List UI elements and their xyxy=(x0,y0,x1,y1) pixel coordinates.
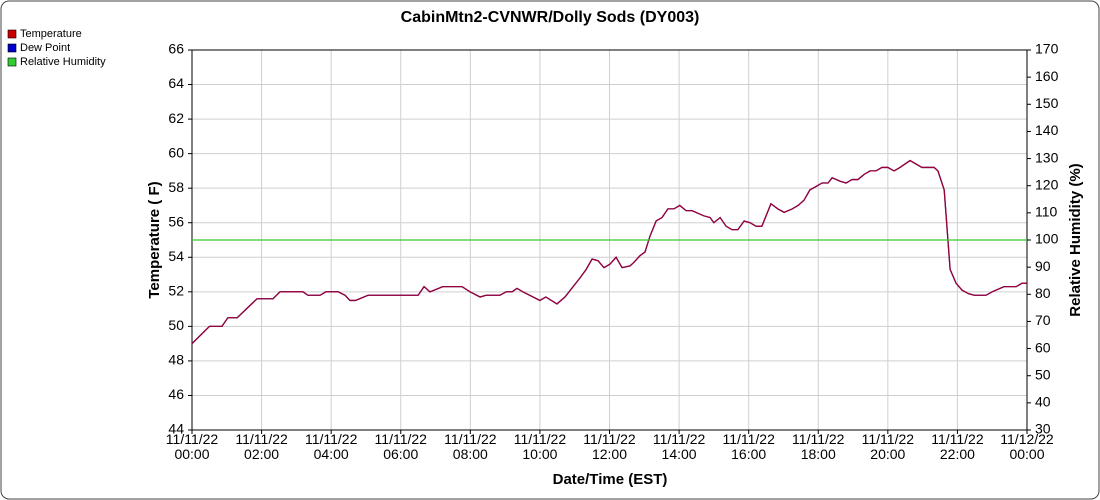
legend-swatch xyxy=(7,43,17,53)
y2-tick-label: 70 xyxy=(1035,312,1051,328)
x-tick-label: 11/11/22 18:00 xyxy=(792,431,845,462)
y2-tick-label: 140 xyxy=(1035,122,1059,138)
x-tick-label: 11/11/22 16:00 xyxy=(722,431,775,462)
legend-swatch xyxy=(7,57,17,67)
y-tick-label: 58 xyxy=(168,179,184,195)
y2-tick-label: 120 xyxy=(1035,176,1059,192)
y2-tick-label: 130 xyxy=(1035,149,1059,165)
y-tick-label: 66 xyxy=(168,41,184,57)
x-tick-label: 11/11/22 06:00 xyxy=(375,431,428,462)
y2-tick-label: 160 xyxy=(1035,68,1059,84)
x-tick-label: 11/11/22 08:00 xyxy=(444,431,497,462)
x-tick-label: 11/11/22 14:00 xyxy=(653,431,706,462)
x-tick-label: 11/11/22 04:00 xyxy=(305,431,358,462)
y-tick-label: 46 xyxy=(168,386,184,402)
y2-tick-label: 40 xyxy=(1035,394,1051,410)
x-tick-label: 11/11/22 02:00 xyxy=(235,431,288,462)
legend-label: Temperature xyxy=(20,28,82,40)
y-tick-label: 52 xyxy=(168,283,184,299)
y2-tick-label: 100 xyxy=(1035,231,1059,247)
y-tick-label: 48 xyxy=(168,352,184,368)
y2-tick-label: 150 xyxy=(1035,95,1059,111)
y-tick-label: 54 xyxy=(168,248,184,264)
x-axis-title: Date/Time (EST) xyxy=(553,471,668,488)
y2-tick-label: 30 xyxy=(1035,421,1051,437)
x-tick-label: 11/11/22 10:00 xyxy=(514,431,567,462)
y2-tick-label: 60 xyxy=(1035,339,1051,355)
legend-label: Dew Point xyxy=(20,42,70,54)
y-tick-label: 50 xyxy=(168,317,184,333)
legend-swatch xyxy=(7,29,17,39)
x-tick-label: 11/11/22 22:00 xyxy=(931,431,984,462)
x-tick-label: 11/11/22 00:00 xyxy=(166,431,219,462)
y2-tick-label: 170 xyxy=(1035,41,1059,57)
y-tick-label: 44 xyxy=(168,421,184,437)
x-tick-label: 11/11/22 20:00 xyxy=(862,431,915,462)
y2-axis-title: Relative Humidity (%) xyxy=(1067,163,1084,316)
series-line xyxy=(191,159,1027,345)
y-tick-label: 64 xyxy=(168,75,184,91)
y-tick-label: 60 xyxy=(168,144,184,160)
chart-title: CabinMtn2-CVNWR/Dolly Sods (DY003) xyxy=(401,9,700,26)
y2-tick-label: 50 xyxy=(1035,366,1051,382)
y-axis-title: Temperature ( F) xyxy=(146,181,163,298)
legend-label: Relative Humidity xyxy=(20,56,106,68)
y2-tick-label: 80 xyxy=(1035,285,1051,301)
y-tick-label: 62 xyxy=(168,110,184,126)
y2-tick-label: 90 xyxy=(1035,258,1051,274)
x-tick-label: 11/12/22 00:00 xyxy=(1000,431,1054,462)
x-tick-label: 11/11/22 12:00 xyxy=(583,431,636,462)
y-tick-label: 56 xyxy=(168,213,184,229)
y2-tick-label: 110 xyxy=(1035,204,1058,220)
